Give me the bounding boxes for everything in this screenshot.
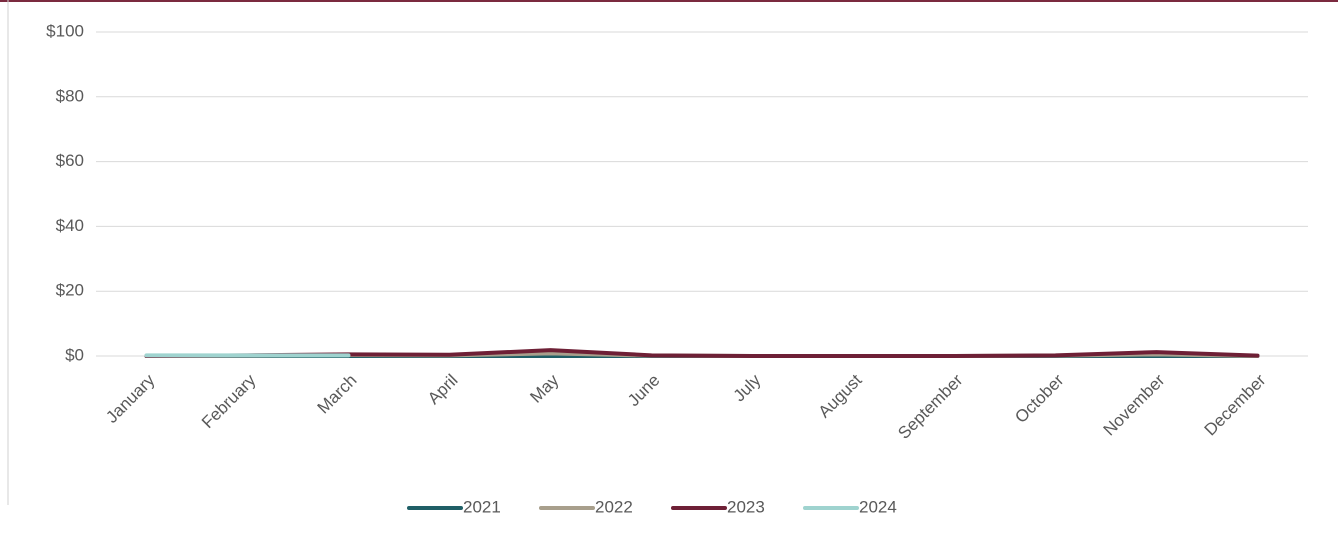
x-tick-label: June	[624, 371, 664, 411]
x-tick-label: December	[1201, 370, 1270, 439]
x-tick-label: May	[526, 370, 562, 406]
x-tick-label: September	[894, 370, 966, 442]
y-tick-label: $100	[46, 21, 84, 40]
x-tick-label: July	[730, 370, 765, 405]
y-tick-label: $20	[56, 281, 84, 300]
x-tick-label: March	[314, 371, 361, 418]
x-tick-label: August	[815, 370, 866, 421]
y-tick-label: $60	[56, 151, 84, 170]
legend-label: 2022	[595, 497, 633, 516]
y-tick-label: $80	[56, 86, 84, 105]
legend-label: 2023	[727, 497, 765, 516]
x-tick-label: February	[198, 370, 260, 432]
x-tick-label: October	[1011, 370, 1067, 426]
legend-label: 2024	[859, 497, 897, 516]
y-tick-label: $0	[65, 345, 84, 364]
x-tick-label: November	[1100, 370, 1169, 439]
y-tick-label: $40	[56, 216, 84, 235]
x-tick-label: January	[102, 370, 159, 427]
legend-label: 2021	[463, 497, 501, 516]
x-tick-label: April	[424, 371, 461, 408]
